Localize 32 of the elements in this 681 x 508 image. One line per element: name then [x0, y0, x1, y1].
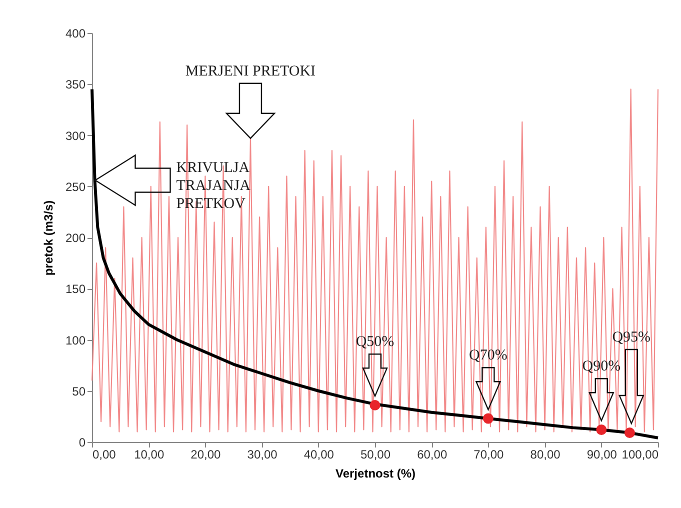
- x-tick-label: 20,00: [190, 448, 222, 462]
- y-tick-label: 400: [65, 26, 86, 40]
- x-tick-label: 60,00: [417, 448, 448, 462]
- annotation: Q90%: [582, 358, 621, 375]
- y-tick-label: 50: [72, 384, 86, 398]
- y-tick-label: 350: [65, 78, 86, 92]
- x-tick-label: 70,00: [474, 448, 504, 462]
- y-tick-label: 150: [65, 282, 86, 296]
- point: [624, 428, 635, 438]
- point: [370, 400, 380, 410]
- x-tick-label: 30,00: [247, 448, 278, 462]
- x-tick-label: 90,00: [586, 448, 618, 462]
- x-tick-label: 100,00: [622, 448, 659, 462]
- x-tick-label: 50,00: [360, 448, 391, 462]
- point: [596, 424, 607, 435]
- annotation: Q95%: [612, 330, 651, 346]
- y-axis-title: pretok (m3/s): [41, 200, 56, 276]
- y-tick-label: 300: [65, 128, 86, 143]
- y-tick-label: 200: [65, 231, 86, 245]
- x-tick-label: 80,00: [530, 448, 561, 462]
- annotation: KRIVULJA TRAJANJA PRETKOV: [176, 160, 251, 212]
- x-tick-label: 10,00: [134, 448, 164, 462]
- annotation: Q50%: [356, 334, 394, 350]
- y-tick-label: 0: [78, 436, 86, 450]
- x-axis-title: Verjetnost (%): [335, 466, 416, 480]
- annotation: MERJENI PRETOKI: [185, 63, 316, 80]
- y-tick-label: 100: [65, 333, 86, 348]
- x-tick-label: 0,00: [92, 448, 116, 462]
- x-tick-label: 40,00: [304, 448, 334, 462]
- point: [482, 413, 494, 424]
- annotation: Q70%: [469, 348, 508, 364]
- y-tick-label: 250: [65, 180, 86, 194]
